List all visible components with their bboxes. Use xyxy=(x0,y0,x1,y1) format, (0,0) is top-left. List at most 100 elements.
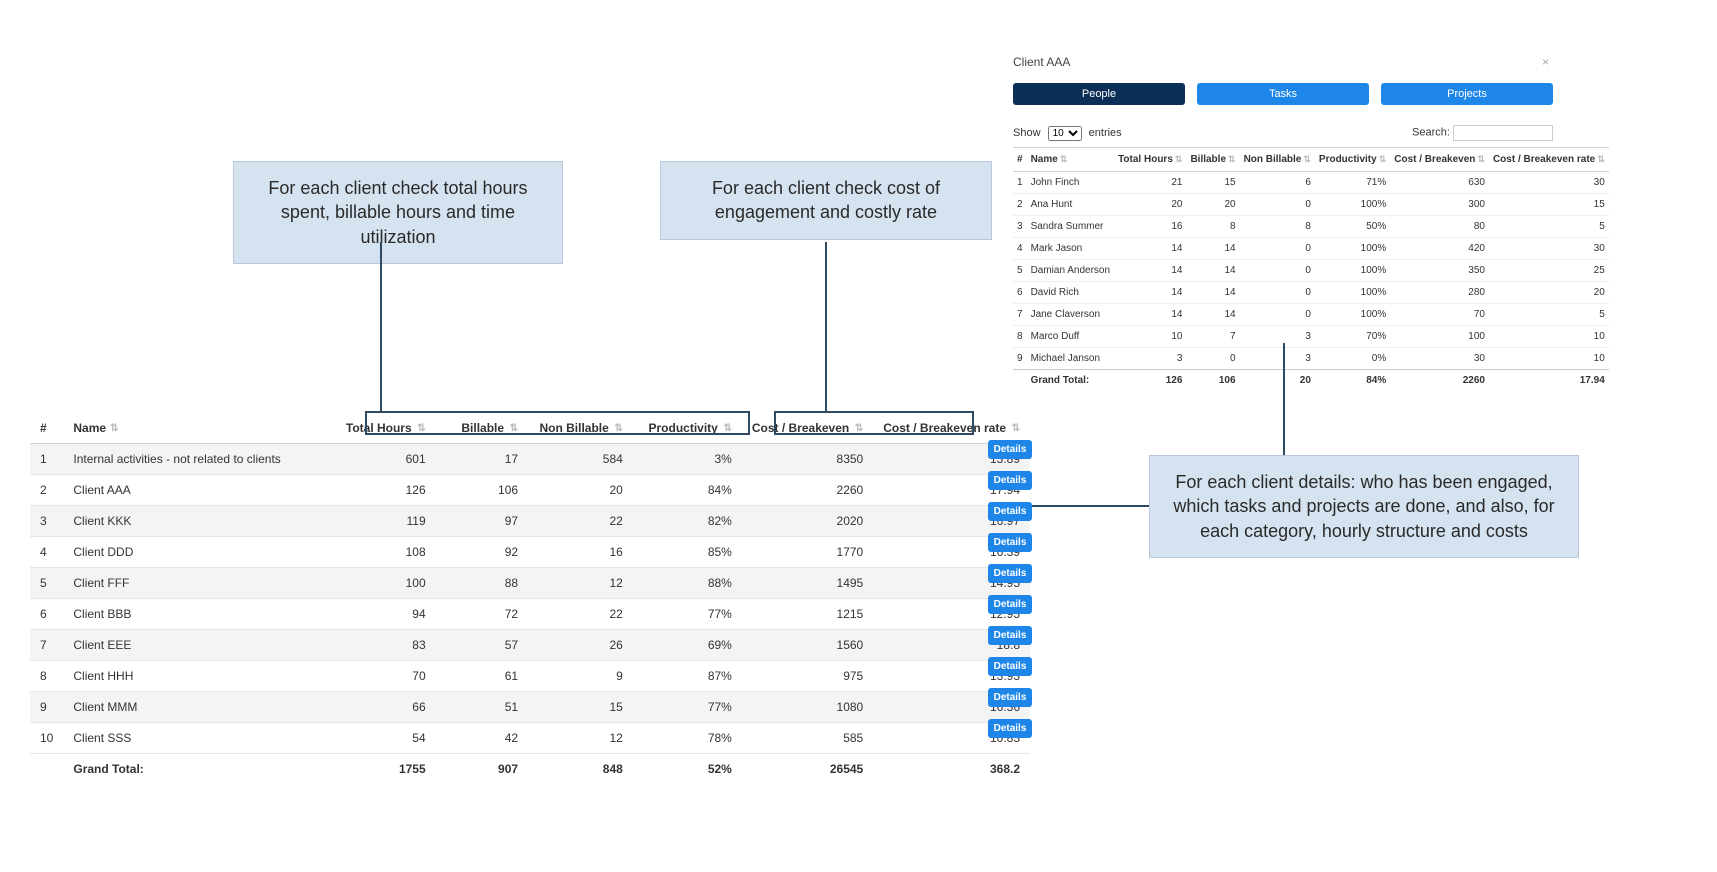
people-table: # Name Total Hours Billable Non Billable… xyxy=(1013,147,1609,391)
cell-prod: 84% xyxy=(633,475,742,506)
cell-nonbill: 0 xyxy=(1240,260,1315,282)
tab-people[interactable]: People xyxy=(1013,83,1185,105)
col-name[interactable]: Name xyxy=(63,413,336,444)
totals-prod: 84% xyxy=(1315,370,1390,392)
cell-cost: 300 xyxy=(1390,194,1489,216)
search-input[interactable] xyxy=(1453,125,1553,141)
cell-bill: 97 xyxy=(436,506,528,537)
col-productivity[interactable]: Productivity xyxy=(633,413,742,444)
details-button[interactable]: Details xyxy=(988,688,1032,707)
callout-hours: For each client check total hours spent,… xyxy=(233,161,563,264)
cell-name: John Finch xyxy=(1027,172,1115,194)
details-button[interactable]: Details xyxy=(988,471,1032,490)
cell-name: Client EEE xyxy=(63,630,336,661)
details-button[interactable]: Details xyxy=(988,626,1032,645)
mini-col-cost[interactable]: Cost / Breakeven xyxy=(1390,148,1489,172)
cell-prod: 88% xyxy=(633,568,742,599)
table-row: 8Client HHH7061987%97513.93 xyxy=(30,661,1030,692)
col-cost-breakeven[interactable]: Cost / Breakeven xyxy=(742,413,873,444)
cell-cost: 975 xyxy=(742,661,873,692)
cell-name: Client FFF xyxy=(63,568,336,599)
mini-col-idx[interactable]: # xyxy=(1013,148,1027,172)
cell-name: Sandra Summer xyxy=(1027,216,1115,238)
cell-cost: 585 xyxy=(742,723,873,754)
details-button[interactable]: Details xyxy=(988,595,1032,614)
show-label-post: entries xyxy=(1089,127,1122,139)
cell-total: 94 xyxy=(336,599,436,630)
details-button[interactable]: Details xyxy=(988,440,1032,459)
mini-col-nonbill[interactable]: Non Billable xyxy=(1240,148,1315,172)
cell-total: 16 xyxy=(1114,216,1186,238)
cell-cost: 420 xyxy=(1390,238,1489,260)
cell-total: 3 xyxy=(1114,348,1186,370)
cell-bill: 7 xyxy=(1186,326,1239,348)
sort-icon xyxy=(1010,424,1020,434)
cell-bill: 57 xyxy=(436,630,528,661)
cell-cost: 30 xyxy=(1390,348,1489,370)
cell-rate: 30 xyxy=(1489,172,1609,194)
cell-idx: 4 xyxy=(1013,238,1027,260)
cell-bill: 106 xyxy=(436,475,528,506)
close-icon[interactable]: × xyxy=(1542,55,1549,69)
table-row: 7Client EEE83572669%156018.8 xyxy=(30,630,1030,661)
details-button[interactable]: Details xyxy=(988,533,1032,552)
col-billable[interactable]: Billable xyxy=(436,413,528,444)
cell-idx: 3 xyxy=(30,506,63,537)
cell-cost: 2260 xyxy=(742,475,873,506)
cell-idx: 2 xyxy=(1013,194,1027,216)
cell-nonbill: 15 xyxy=(528,692,633,723)
cell-bill: 42 xyxy=(436,723,528,754)
col-productivity-label: Productivity xyxy=(648,421,717,435)
details-button[interactable]: Details xyxy=(988,657,1032,676)
totals-prod: 52% xyxy=(633,754,742,785)
mini-col-bill[interactable]: Billable xyxy=(1186,148,1239,172)
table-row: 1Internal activities - not related to cl… xyxy=(30,444,1030,475)
cell-prod: 3% xyxy=(633,444,742,475)
cell-total: 83 xyxy=(336,630,436,661)
table-row: 9Michael Janson3030%3010 xyxy=(1013,348,1609,370)
cell-idx: 10 xyxy=(30,723,63,754)
mini-col-name[interactable]: Name xyxy=(1027,148,1115,172)
cell-idx: 5 xyxy=(1013,260,1027,282)
col-total-hours[interactable]: Total Hours xyxy=(336,413,436,444)
mini-col-bill-label: Billable xyxy=(1190,154,1226,165)
cell-idx: 9 xyxy=(30,692,63,723)
cell-cost: 1495 xyxy=(742,568,873,599)
col-non-billable[interactable]: Non Billable xyxy=(528,413,633,444)
tab-tasks[interactable]: Tasks xyxy=(1197,83,1369,105)
mini-col-prod[interactable]: Productivity xyxy=(1315,148,1390,172)
tab-projects[interactable]: Projects xyxy=(1381,83,1553,105)
table-row: 5Damian Anderson14140100%35025 xyxy=(1013,260,1609,282)
details-button[interactable]: Details xyxy=(988,564,1032,583)
entries-select[interactable]: 10 xyxy=(1048,126,1082,141)
cell-idx: 7 xyxy=(1013,304,1027,326)
totals-total: 126 xyxy=(1114,370,1186,392)
totals-row: Grand Total:1261062084%226017.94 xyxy=(1013,370,1609,392)
cell-prod: 100% xyxy=(1315,238,1390,260)
cell-idx: 1 xyxy=(1013,172,1027,194)
details-button[interactable]: Details xyxy=(988,719,1032,738)
cell-bill: 14 xyxy=(1186,238,1239,260)
cell-total: 601 xyxy=(336,444,436,475)
table-row: 8Marco Duff107370%10010 xyxy=(1013,326,1609,348)
cell-nonbill: 12 xyxy=(528,568,633,599)
table-row: 3Client KKK119972282%202016.97 xyxy=(30,506,1030,537)
cell-total: 54 xyxy=(336,723,436,754)
cell-nonbill: 0 xyxy=(1240,304,1315,326)
cell-cost: 1770 xyxy=(742,537,873,568)
mini-col-total[interactable]: Total Hours xyxy=(1114,148,1186,172)
col-cost-breakeven-rate[interactable]: Cost / Breakeven rate xyxy=(873,413,1030,444)
mini-col-rate[interactable]: Cost / Breakeven rate xyxy=(1489,148,1609,172)
totals-bill: 907 xyxy=(436,754,528,785)
col-idx[interactable]: # xyxy=(30,413,63,444)
mini-col-prod-label: Productivity xyxy=(1319,154,1377,165)
details-button[interactable]: Details xyxy=(988,502,1032,521)
col-rate-label: Cost / Breakeven rate xyxy=(883,421,1006,435)
totals-label: Grand Total: xyxy=(63,754,336,785)
cell-rate: 15 xyxy=(1489,194,1609,216)
cell-nonbill: 0 xyxy=(1240,238,1315,260)
cell-name: Damian Anderson xyxy=(1027,260,1115,282)
cell-prod: 69% xyxy=(633,630,742,661)
cell-cost: 100 xyxy=(1390,326,1489,348)
cell-bill: 17 xyxy=(436,444,528,475)
